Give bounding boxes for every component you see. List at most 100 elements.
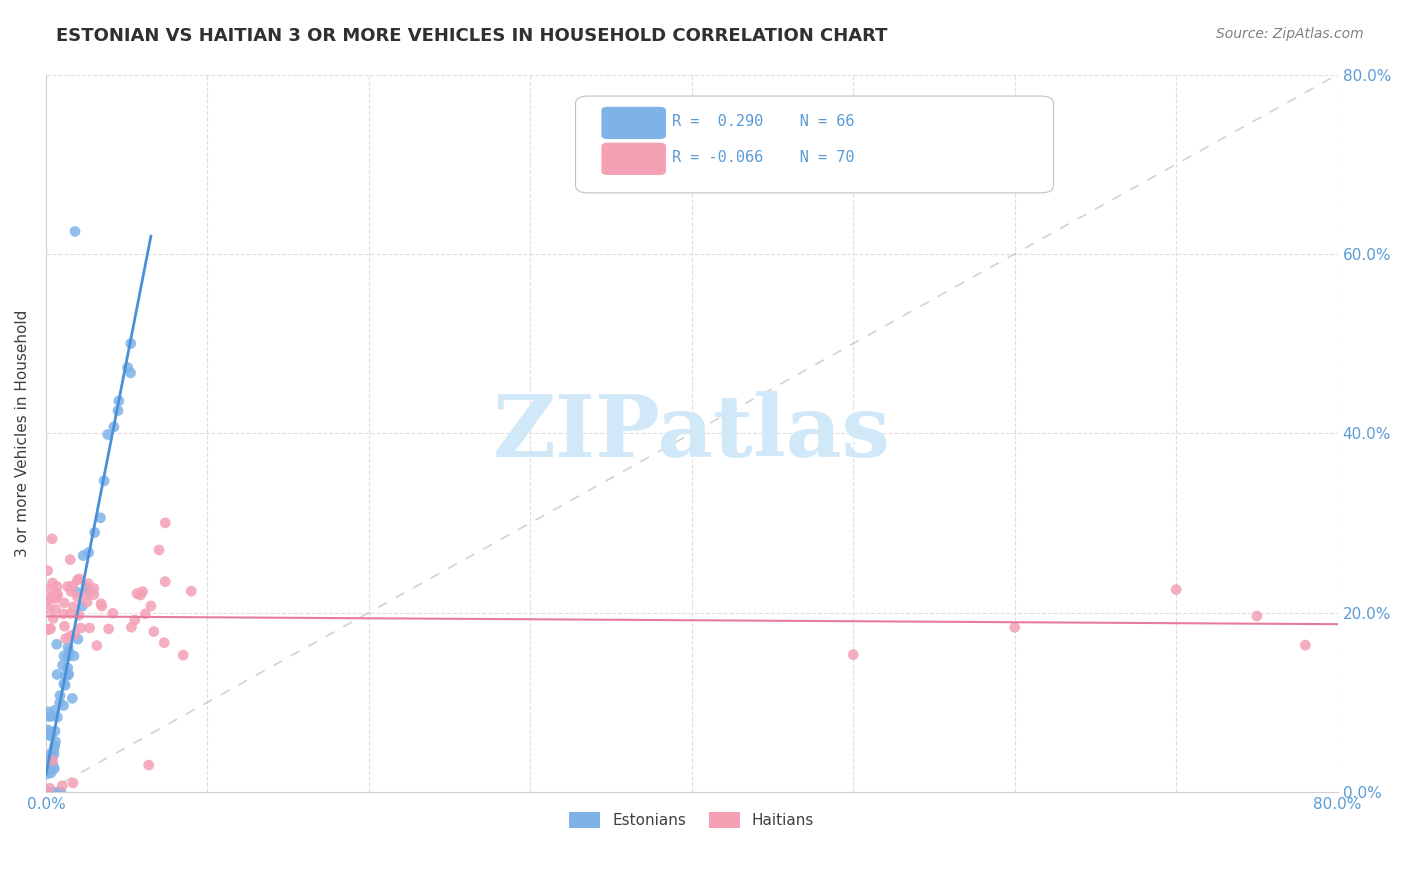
Estonians [56,640,79,655]
Haitians [842,648,865,662]
Haitians [155,516,177,530]
Haitians [53,596,76,610]
Estonians [58,649,80,664]
Haitians [138,758,160,772]
Text: Source: ZipAtlas.com: Source: ZipAtlas.com [1216,27,1364,41]
Estonians [39,725,62,739]
Estonians [37,785,59,799]
FancyBboxPatch shape [602,107,666,139]
Haitians [38,602,60,616]
Haitians [39,591,62,606]
Estonians [120,336,142,351]
Estonians [46,710,69,724]
Estonians [108,393,131,408]
Y-axis label: 3 or more Vehicles in Household: 3 or more Vehicles in Household [15,310,30,557]
Estonians [72,549,94,563]
Estonians [51,658,73,673]
Haitians [63,627,86,641]
Estonians [39,729,62,743]
Haitians [120,620,142,634]
Estonians [49,689,72,703]
FancyBboxPatch shape [575,96,1053,193]
Haitians [172,648,194,663]
Haitians [124,613,146,627]
Haitians [46,588,69,602]
Haitians [41,532,63,546]
Haitians [125,586,148,600]
Estonians [107,403,129,417]
Haitians [59,629,82,643]
Estonians [56,668,79,682]
Haitians [46,580,69,594]
Haitians [51,779,73,793]
Estonians [89,510,111,524]
Haitians [86,639,108,653]
Estonians [45,637,67,651]
Estonians [44,734,66,748]
Haitians [83,588,105,602]
Estonians [53,669,76,683]
Haitians [41,754,63,768]
Haitians [79,621,101,635]
Estonians [46,785,69,799]
Haitians [1004,620,1026,634]
Estonians [44,739,66,753]
Estonians [38,709,60,723]
Estonians [48,696,70,710]
Haitians [139,599,162,613]
Estonians [38,764,60,778]
Haitians [153,574,176,589]
Estonians [44,739,66,754]
Haitians [60,579,83,593]
Estonians [42,747,65,762]
Estonians [97,427,120,442]
Haitians [59,607,82,621]
Estonians [39,729,62,743]
Estonians [53,648,76,663]
Estonians [41,752,63,766]
Haitians [1246,609,1268,624]
Estonians [37,785,59,799]
Haitians [67,608,90,623]
Estonians [56,661,79,675]
Haitians [90,599,112,614]
Estonians [37,766,59,780]
Estonians [52,677,75,691]
Estonians [37,759,59,773]
Haitians [77,576,100,591]
Haitians [41,591,63,605]
Haitians [44,602,66,616]
Estonians [58,667,80,681]
Legend: Estonians, Haitians: Estonians, Haitians [564,806,820,835]
Haitians [153,636,176,650]
Estonians [42,743,65,757]
Haitians [67,572,90,586]
Estonians [77,545,100,559]
Estonians [63,224,86,238]
Haitians [62,600,84,615]
Estonians [52,698,75,713]
Estonians [41,785,63,799]
Haitians [42,611,65,625]
Estonians [117,360,139,375]
Estonians [63,648,86,663]
Haitians [41,576,63,591]
Haitians [45,591,67,606]
Text: ZIPatlas: ZIPatlas [494,392,891,475]
Haitians [180,584,202,599]
Estonians [37,785,59,799]
Estonians [65,584,87,599]
Haitians [90,597,112,611]
Estonians [93,474,115,488]
Haitians [53,619,76,633]
Text: R = -0.066    N = 70: R = -0.066 N = 70 [672,150,855,164]
Haitians [129,588,152,602]
Haitians [69,621,91,635]
Haitians [131,584,153,599]
Haitians [101,607,124,621]
Haitians [60,584,83,599]
Haitians [38,781,60,796]
Haitians [56,580,79,594]
Haitians [97,622,120,636]
Haitians [37,623,59,637]
